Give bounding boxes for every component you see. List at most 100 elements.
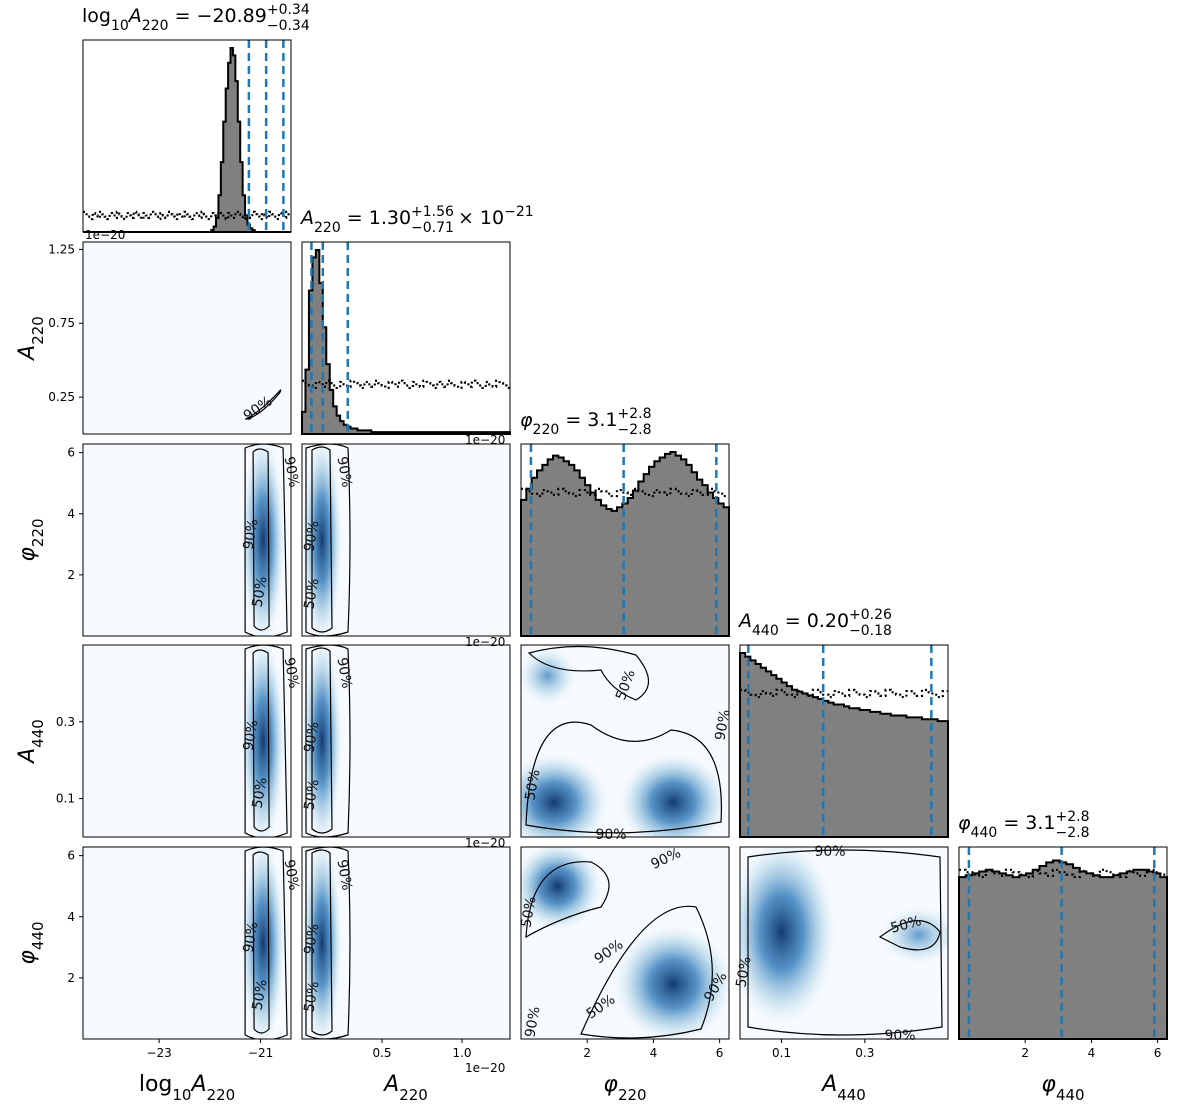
contour-label: 50% — [250, 978, 271, 1011]
offset-label: 1e−20 — [465, 1061, 505, 1075]
x-tick-label: 0.5 — [372, 1046, 391, 1060]
posterior-histogram — [301, 249, 511, 435]
y-tick-label: 0.75 — [48, 316, 75, 330]
density-blob — [878, 905, 948, 966]
axis-label: φ440 — [1041, 1072, 1084, 1104]
panel-frame — [739, 846, 949, 1040]
panel-frame — [301, 443, 511, 637]
panel-background — [83, 242, 291, 434]
contour-label: 90% — [241, 921, 262, 954]
contour-label: 90% — [712, 708, 733, 741]
y-tick-label: 0.1 — [56, 792, 75, 806]
axis-label: φ220 — [603, 1072, 646, 1104]
posterior-histogram — [739, 652, 949, 838]
panel-title: φ440 = 3.1+2.8 −2.8 — [958, 809, 1090, 841]
panel-frame — [301, 846, 511, 1040]
density-blob — [740, 847, 837, 1028]
prior-histogram — [83, 210, 291, 221]
contour-label: 50% — [301, 577, 322, 610]
density-blob — [618, 752, 729, 837]
panel-title: A220 = 1.30+1.56 −0.71 × 10−21 — [299, 204, 534, 236]
axis-label: φ440 — [15, 921, 47, 964]
density-blob — [521, 847, 603, 932]
y-tick-label: 2 — [67, 971, 75, 985]
contour-label: 50% — [301, 980, 322, 1013]
contour-label: 90% — [814, 844, 845, 860]
contour-label: 90% — [333, 656, 354, 689]
contour-label: 50% — [733, 955, 754, 988]
contour-line — [252, 851, 270, 1034]
contour-line — [252, 448, 270, 631]
density — [740, 847, 948, 1036]
panel-frame — [301, 644, 511, 838]
y-tick-label: 6 — [67, 446, 75, 460]
panel-title: φ220 = 3.1+2.8 −2.8 — [520, 406, 652, 438]
y-tick-label: 0.25 — [48, 390, 75, 404]
panel-frame — [301, 241, 511, 435]
axis-label: A220 — [382, 1072, 428, 1104]
panel-frame — [520, 644, 730, 838]
x-tick-label: −21 — [248, 1046, 273, 1060]
axis-label: A440 — [820, 1072, 866, 1104]
offset-label: 1e−20 — [465, 635, 505, 649]
x-tick-label: 4 — [650, 1046, 658, 1060]
axis-label: A220 — [15, 316, 47, 362]
contour-label: 90% — [333, 858, 354, 891]
axis-label: A440 — [15, 719, 47, 765]
offset-label: 1e−20 — [465, 836, 505, 850]
contour-line — [525, 861, 610, 939]
density-blob — [241, 847, 286, 1039]
y-tick-label: 0.3 — [56, 715, 75, 729]
panel-frame — [82, 241, 292, 435]
panel-frame — [82, 644, 292, 838]
contour-line — [878, 920, 941, 951]
density — [521, 847, 729, 1039]
contour-label: 90% — [522, 1005, 543, 1038]
prior-histogram — [302, 379, 510, 390]
x-tick-label: 6 — [1154, 1046, 1162, 1060]
panel-title: A440 = 0.20+0.26 −0.18 — [737, 607, 892, 639]
posterior-histogram — [83, 47, 291, 233]
density-blob — [241, 444, 286, 636]
y-tick-label: 4 — [67, 507, 75, 521]
contour-line — [245, 389, 282, 420]
offset-label: 1e−20 — [465, 433, 505, 447]
y-tick-label: 6 — [67, 849, 75, 863]
panel-frame — [82, 39, 292, 233]
prior-histogram — [959, 868, 1167, 879]
contour-label: 50% — [250, 575, 271, 608]
x-tick-label: 0.3 — [855, 1046, 874, 1060]
panel-title: log10A220 = −20.89+0.34 −0.34 — [82, 2, 310, 34]
contour-line — [580, 905, 713, 1039]
panel-frame — [82, 846, 292, 1040]
x-tick-label: 2 — [1021, 1046, 1029, 1060]
contour-line — [747, 849, 943, 1036]
y-tick-label: 2 — [67, 568, 75, 582]
contour-line — [527, 645, 650, 701]
density-blob — [241, 645, 286, 837]
contour-label: 50% — [250, 776, 271, 809]
contour-label: 90% — [301, 720, 322, 753]
contour-label: 50% — [522, 768, 543, 801]
contour-label: 90% — [301, 922, 322, 955]
density — [521, 645, 729, 837]
density-blob — [521, 752, 610, 837]
contour-label: 90% — [595, 827, 626, 843]
contour-line — [311, 446, 333, 633]
contour-label: 90% — [884, 1028, 915, 1044]
y-tick-label: 1.25 — [48, 242, 75, 256]
contour-label: 50% — [889, 913, 923, 937]
contour-line — [311, 849, 333, 1036]
x-tick-label: 0.1 — [772, 1046, 791, 1060]
x-tick-label: 2 — [583, 1046, 591, 1060]
axis-label: φ220 — [15, 518, 47, 561]
panel-frame — [739, 644, 949, 838]
contour-line — [252, 649, 270, 832]
posterior-histogram — [520, 451, 730, 637]
contour-line — [525, 721, 723, 834]
contour-label: 50% — [301, 778, 322, 811]
x-tick-label: −23 — [146, 1046, 171, 1060]
posterior-histogram — [958, 859, 1168, 1040]
density-blob — [613, 924, 729, 1039]
